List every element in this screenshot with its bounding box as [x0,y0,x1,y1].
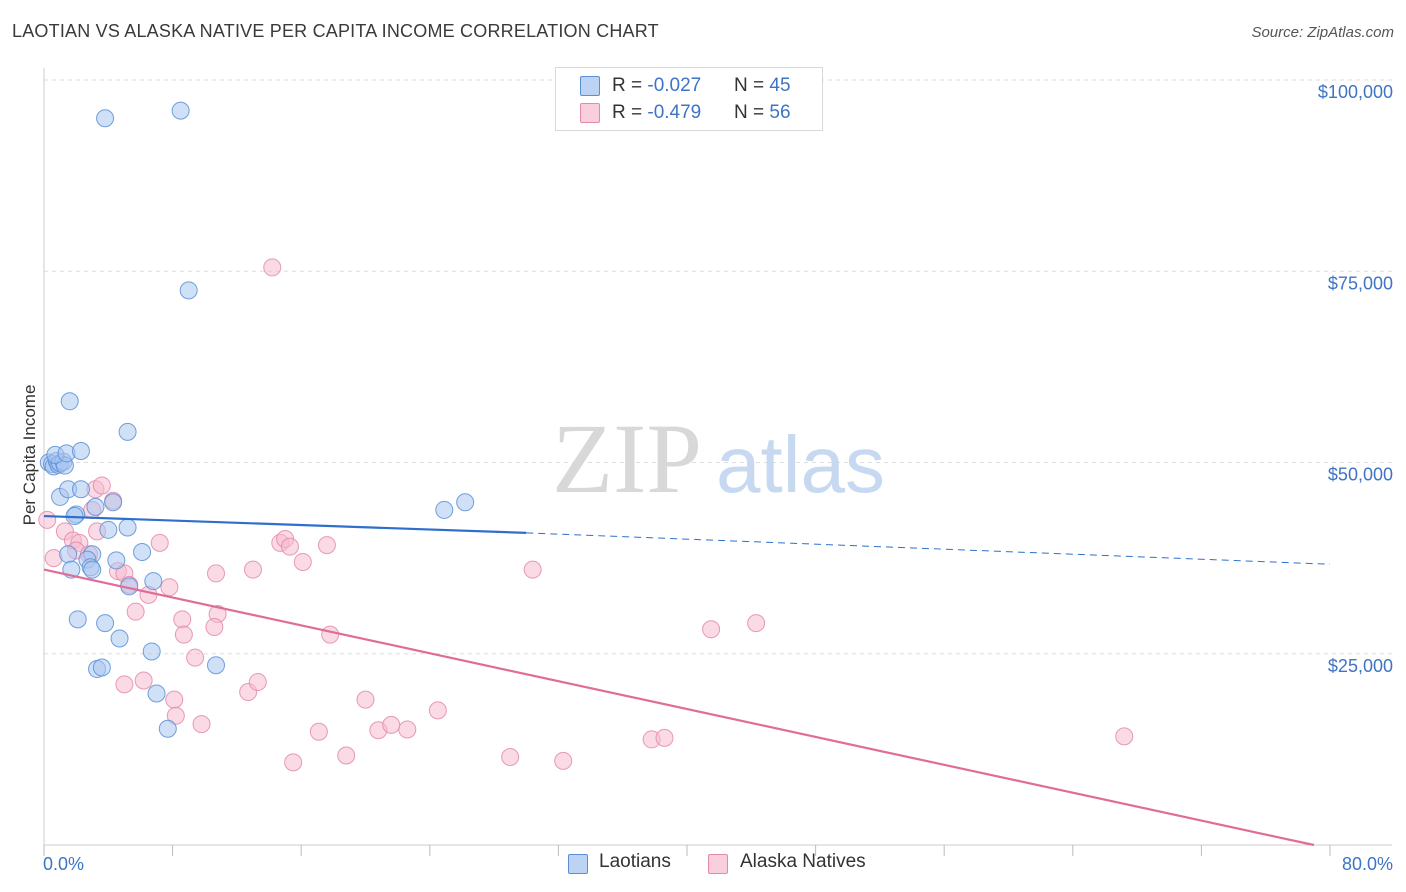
point-laotian-35 [68,610,87,629]
point-laotian-15 [179,281,198,300]
trend-lines [43,514,1331,847]
point-laotian-12 [118,422,137,441]
legend-swatch-pink [580,103,600,123]
legend-r-label: R = [612,102,648,123]
point-alaska-native-29 [293,552,312,571]
point-alaska-native-31 [321,625,340,644]
y-tick-label-2: $75,000 [1328,273,1393,293]
point-alaska-native-43 [356,690,375,709]
trend-line-alaska-native [43,568,1315,847]
trend-line-laotian [43,514,527,534]
legend-n-label: N = [734,102,770,123]
x-tick-label-0: 0.0% [43,854,84,874]
point-alaska-native-47 [428,701,447,720]
point-laotian-44 [435,500,454,519]
series-label-laotians: Laotians [599,851,671,872]
series-swatch-blue [568,854,588,874]
point-laotian-29 [107,551,126,570]
point-laotian-14 [171,101,190,120]
point-laotian-32 [83,560,102,579]
series-label-alaska-natives: Alaska Natives [740,851,866,872]
source-label: Source: ZipAtlas.com [1251,24,1394,41]
point-alaska-native-42 [337,746,356,765]
point-alaska-native-45 [382,715,401,734]
point-alaska-native-50 [554,751,573,770]
point-laotian-45 [456,493,475,512]
point-laotian-20 [86,497,105,516]
point-alaska-native-49 [523,560,542,579]
data-points [38,101,1134,772]
point-alaska-native-23 [186,648,205,667]
point-alaska-native-52 [655,728,674,747]
legend-r-value: -0.479 [647,102,702,123]
point-laotian-23 [118,518,137,537]
point-laotian-33 [144,572,163,591]
point-alaska-native-36 [165,690,184,709]
point-laotian-11 [60,392,79,411]
watermark: ZIP atlas [552,403,885,514]
point-alaska-native-53 [702,620,721,639]
point-laotian-26 [133,543,152,562]
point-laotian-13 [96,109,115,128]
point-laotian-27 [59,545,78,564]
point-alaska-native-37 [166,706,185,725]
point-alaska-native-30 [317,536,336,555]
legend-n-value: 45 [769,75,791,96]
tick-labels: $25,000 $50,000 $75,000 $100,000 0.0% 80.0% [43,82,1393,874]
point-laotian-38 [142,642,161,661]
legend-n-label: N = [734,75,770,96]
point-alaska-native-55 [1115,727,1134,746]
point-alaska-native-54 [747,614,766,633]
point-laotian-37 [110,629,129,648]
point-alaska-native-20 [174,625,193,644]
point-alaska-native-35 [115,675,134,694]
legend-r-label: R = [612,75,648,96]
point-laotian-43 [158,719,177,738]
y-tick-label-0: $25,000 [1328,656,1393,676]
point-alaska-native-39 [263,258,282,277]
point-alaska-native-46 [398,720,417,739]
chart-title: LAOTIAN VS ALASKA NATIVE PER CAPITA INCO… [12,21,659,41]
trend-line-extension-laotian [526,532,1331,565]
point-alaska-native-18 [126,602,145,621]
point-alaska-native-9 [92,476,111,495]
point-laotian-10 [71,442,90,461]
point-alaska-native-28 [280,537,299,556]
watermark-atlas: atlas [716,420,885,509]
y-tick-label-3: $100,000 [1318,82,1393,102]
point-alaska-native-19 [173,610,192,629]
point-laotian-24 [99,520,118,539]
point-alaska-native-33 [248,673,267,692]
point-laotian-41 [207,656,226,675]
point-laotian-36 [96,614,115,633]
point-alaska-native-17 [160,578,179,597]
point-alaska-native-34 [134,671,153,690]
point-alaska-native-48 [501,748,520,767]
legend-n-value: 56 [769,102,791,123]
series-swatch-pink [708,854,728,874]
point-alaska-native-22 [205,617,224,636]
point-alaska-native-12 [150,533,169,552]
point-alaska-native-24 [207,564,226,583]
point-alaska-native-41 [309,722,328,741]
point-laotian-42 [147,684,166,703]
stats-legend: R = -0.027 N = 45 R = -0.479 N = 56 [555,67,823,131]
point-alaska-native-40 [284,753,303,772]
point-alaska-native-25 [243,560,262,579]
x-tick-label-1: 80.0% [1342,854,1393,874]
point-laotian-21 [104,493,123,512]
point-alaska-native-38 [192,715,211,734]
watermark-zip: ZIP [552,403,702,514]
legend-swatch-blue [580,76,600,96]
y-tick-label-1: $50,000 [1328,465,1393,485]
point-alaska-native-0 [38,510,57,529]
legend-r-value: -0.027 [647,75,702,96]
point-laotian-18 [71,480,90,499]
y-axis-label: Per Capita Income [20,385,39,526]
point-laotian-40 [92,658,111,677]
